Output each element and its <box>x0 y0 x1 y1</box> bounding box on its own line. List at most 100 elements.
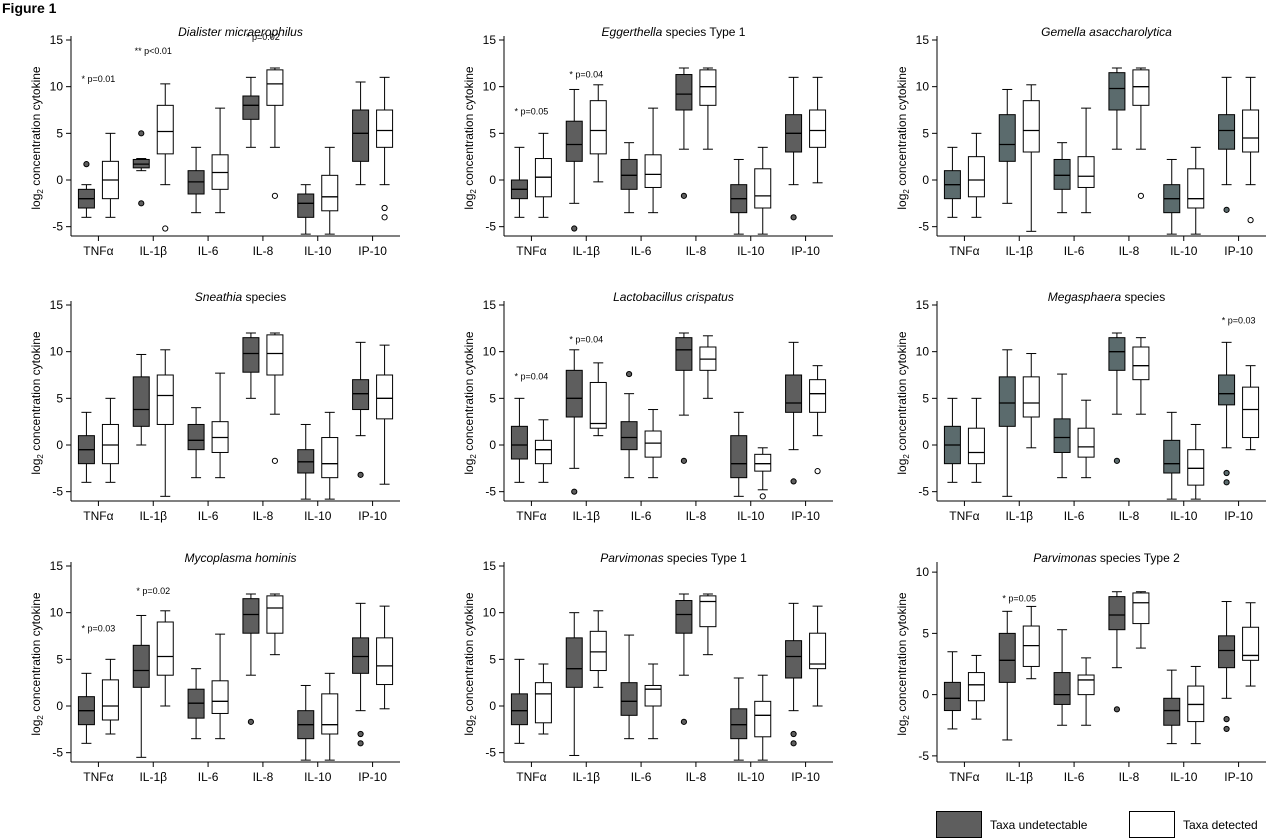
box-undetectable-IL-8 <box>242 76 260 148</box>
outlier-point <box>790 478 797 485</box>
x-tick-label: IL-8 <box>686 244 707 258</box>
box-iqr <box>1077 674 1095 696</box>
box-iqr <box>297 193 315 218</box>
x-tick-label: IP-10 <box>1224 509 1253 523</box>
box-detected-TNFα <box>967 397 985 483</box>
y-tick-label: 15 <box>916 33 930 47</box>
significance-label: * p=0.02 <box>136 586 170 596</box>
y-tick-label: 10 <box>483 80 497 94</box>
box-iqr <box>156 621 174 676</box>
outlier-point <box>138 200 145 207</box>
box-undetectable-IL-1β <box>565 349 583 495</box>
box-detected-IP-10 <box>809 365 827 475</box>
box-iqr <box>534 682 552 724</box>
x-tick-label: IL-8 <box>686 509 707 523</box>
x-tick-label: IL-1β <box>139 509 167 523</box>
x-tick-label: IL-1β <box>572 509 600 523</box>
outlier-point <box>680 457 688 464</box>
y-tick-label: 5 <box>922 391 929 405</box>
y-tick-label: -5 <box>52 746 63 760</box>
outlier-point <box>571 225 578 232</box>
box-detected-TNFα <box>967 654 985 720</box>
y-tick-label: 15 <box>50 33 64 47</box>
box-iqr <box>998 632 1016 683</box>
chart-panel-1: Dialister micraerophilus log2 concentrati… <box>29 25 400 258</box>
box-iqr <box>675 337 693 371</box>
box-undetectable-IL-6 <box>187 407 205 479</box>
box-iqr <box>675 600 693 634</box>
y-tick-label: -5 <box>485 220 496 234</box>
box-detected-IL-1β <box>589 362 607 437</box>
y-axis-label: log2 concentration cytokine <box>895 592 911 736</box>
legend-swatch-undetectable <box>936 811 982 838</box>
box-iqr <box>321 174 339 212</box>
chart-panel-8: Parvimonas species Type 1 log2 concentrat… <box>462 551 833 784</box>
y-tick-label: 0 <box>489 699 496 713</box>
box-undetectable-IL-6 <box>1053 629 1071 726</box>
box-iqr <box>1053 158 1071 190</box>
box-detected-IL-8 <box>1132 67 1150 199</box>
x-tick-label: IP-10 <box>791 244 820 258</box>
y-tick-label: 0 <box>922 438 929 452</box>
box-undetectable-IL-8 <box>1108 591 1126 713</box>
significance-label: * p=0.03 <box>1222 316 1256 326</box>
y-tick-label: -5 <box>485 485 496 499</box>
box-undetectable-IL-10 <box>297 423 315 500</box>
box-detected-IP-10 <box>1242 602 1260 687</box>
y-tick-label: 0 <box>56 438 63 452</box>
chart-panel-6: Megasphaera species log2 concentration cy… <box>895 290 1266 523</box>
box-detected-IL-6 <box>211 107 229 214</box>
box-detected-IL-1β <box>156 349 174 497</box>
outlier-point <box>680 192 688 199</box>
box-detected-IL-1β <box>1022 84 1040 232</box>
y-tick-label: 5 <box>489 126 496 140</box>
y-tick-label: -5 <box>485 746 496 760</box>
x-tick-label: IL-8 <box>1119 770 1140 784</box>
x-tick-label: IL-8 <box>1119 509 1140 523</box>
x-tick-label: IL-6 <box>1064 509 1085 523</box>
y-tick-label: -5 <box>918 485 929 499</box>
box-undetectable-IL-10 <box>730 677 748 761</box>
outlier-point <box>790 214 797 221</box>
outlier-point <box>814 468 821 475</box>
chart-title: Mycoplasma hominis <box>184 551 296 565</box>
box-iqr <box>998 376 1016 427</box>
box-iqr <box>967 427 985 465</box>
box-iqr <box>967 672 985 702</box>
box-iqr <box>1022 100 1040 153</box>
chart-title: Lactobacillus crispatus <box>613 290 734 304</box>
box-detected-IL-10 <box>1187 665 1205 745</box>
box-iqr <box>620 158 638 190</box>
y-tick-label: 0 <box>56 173 63 187</box>
box-undetectable-IL-6 <box>1053 373 1071 479</box>
box-iqr <box>266 69 284 106</box>
box-undetectable-IL-8 <box>1108 332 1126 464</box>
box-detected-IL-1β <box>156 83 174 232</box>
y-tick-label: 15 <box>50 298 64 312</box>
box-detected-IL-10 <box>754 447 772 500</box>
y-tick-label: 5 <box>56 652 63 666</box>
box-iqr <box>998 114 1016 162</box>
x-tick-label: IL-1β <box>1005 509 1033 523</box>
box-undetectable-IL-6 <box>620 634 638 740</box>
y-tick-label: -5 <box>52 485 63 499</box>
y-tick-label: 0 <box>489 438 496 452</box>
x-tick-label: IL-10 <box>737 770 765 784</box>
x-tick-label: IL-1β <box>572 244 600 258</box>
x-tick-label: IP-10 <box>358 509 387 523</box>
box-undetectable-IL-6 <box>187 668 205 740</box>
box-iqr <box>1022 376 1040 418</box>
box-iqr <box>352 379 370 411</box>
box-detected-IL-6 <box>644 409 662 479</box>
x-tick-label: IL-10 <box>304 244 332 258</box>
x-tick-label: IL-1β <box>1005 244 1033 258</box>
box-iqr <box>1242 109 1260 153</box>
chart-title: Parvimonas species Type 1 <box>600 551 747 565</box>
box-iqr <box>321 437 339 479</box>
box-iqr <box>809 379 827 413</box>
box-iqr <box>321 693 339 735</box>
y-axis-label: log2 concentration cytokine <box>29 592 45 736</box>
y-axis-label: log2 concentration cytokine <box>895 331 911 475</box>
box-detected-IL-6 <box>211 372 229 479</box>
box-undetectable-IP-10 <box>352 341 370 478</box>
